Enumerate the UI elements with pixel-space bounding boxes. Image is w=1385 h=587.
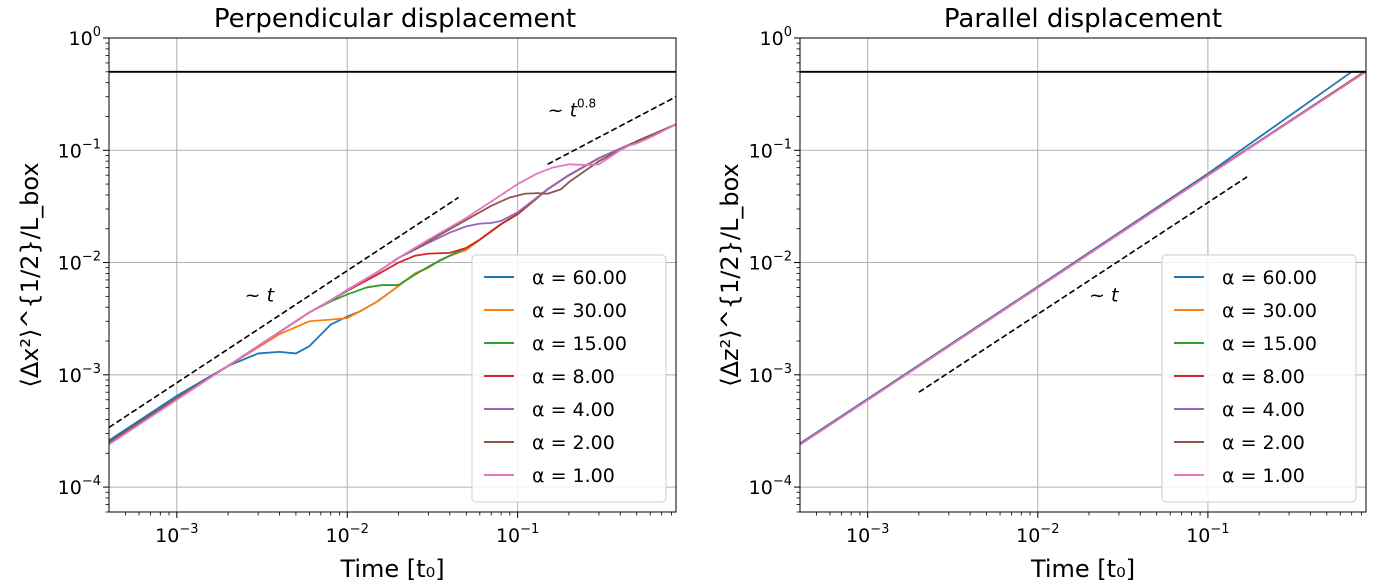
y-tick-label: 10−2 <box>58 250 101 275</box>
chart-title: Parallel displacement <box>944 4 1222 34</box>
legend-entry-label: α = 60.00 <box>532 267 627 289</box>
x-axis-label: Time [t₀] <box>339 555 444 583</box>
y-tick-label: 10−1 <box>58 137 101 162</box>
y-tick-label: 10−2 <box>749 250 792 275</box>
power-law-reference-line <box>918 176 1248 393</box>
y-tick-label: 100 <box>69 25 101 50</box>
legend-entry-label: α = 8.00 <box>532 366 615 388</box>
legend-entry-label: α = 60.00 <box>1222 267 1317 289</box>
legend-entry-label: α = 2.00 <box>532 432 615 454</box>
legend-entry-label: α = 15.00 <box>1222 333 1317 355</box>
chart-panel-1: ~ t ~ t0.8 10−3 10−2 10−1 10−4 10−3 10−2 10−1 100… <box>16 4 677 583</box>
legend: α = 60.00 α = 30.00 α = 15.00 α = 8.00 α = 4… <box>471 254 667 503</box>
x-tick-label: 10−1 <box>1186 522 1229 547</box>
legend-entry-label: α = 4.00 <box>532 399 615 421</box>
x-tick-label: 10−2 <box>1016 522 1059 547</box>
y-tick-label: 10−4 <box>58 474 101 499</box>
series-line-7 <box>109 123 676 446</box>
legend-box <box>1161 254 1357 503</box>
legend-entry-label: α = 30.00 <box>532 300 627 322</box>
axes-frame <box>108 37 677 513</box>
y-axis-label: ⟨Δx²⟩^{1/2}/L_box <box>16 162 44 387</box>
series-line-7 <box>800 71 1366 446</box>
legend-entry-label: α = 2.00 <box>1222 432 1305 454</box>
power-law-reference-line <box>547 95 676 166</box>
x-tick-label: 10−3 <box>846 522 889 547</box>
legend-entry-label: α = 1.00 <box>532 465 615 487</box>
chart-panel-2: ~ t 10−3 10−2 10−1 10−4 10−3 10−2 10−1 100 Parall… <box>716 4 1367 583</box>
y-tick-label: 10−4 <box>749 474 792 499</box>
legend-entry-label: α = 30.00 <box>1222 300 1317 322</box>
y-tick-label: 100 <box>760 25 792 50</box>
series-group <box>109 70 676 446</box>
legend-entry-label: α = 1.00 <box>1222 465 1305 487</box>
axes-frame <box>799 37 1367 513</box>
power-law-reference-line <box>109 196 459 429</box>
series-group <box>800 70 1366 446</box>
legend-entry-label: α = 15.00 <box>532 333 627 355</box>
power-law-label: ~ t0.8 <box>548 96 597 121</box>
x-tick-label: 10−1 <box>496 522 539 547</box>
y-tick-label: 10−3 <box>58 362 101 387</box>
x-tick-label: 10−2 <box>326 522 369 547</box>
legend-entry-label: α = 4.00 <box>1222 399 1305 421</box>
power-law-label: ~ t <box>245 284 276 306</box>
minor-ticks <box>796 42 1362 516</box>
power-law-label: ~ t <box>1089 284 1120 306</box>
legend: α = 60.00 α = 30.00 α = 15.00 α = 8.00 α = 4… <box>1161 254 1357 503</box>
legend-box <box>471 254 667 503</box>
y-axis-label: ⟨Δz²⟩^{1/2}/L_box <box>716 163 744 386</box>
x-tick-label: 10−3 <box>155 522 198 547</box>
y-tick-label: 10−1 <box>749 137 792 162</box>
y-tick-label: 10−3 <box>749 362 792 387</box>
minor-ticks <box>105 42 672 516</box>
legend-entry-label: α = 8.00 <box>1222 366 1305 388</box>
chart-title: Perpendicular displacement <box>214 4 576 34</box>
x-axis-label: Time [t₀] <box>1030 555 1135 583</box>
